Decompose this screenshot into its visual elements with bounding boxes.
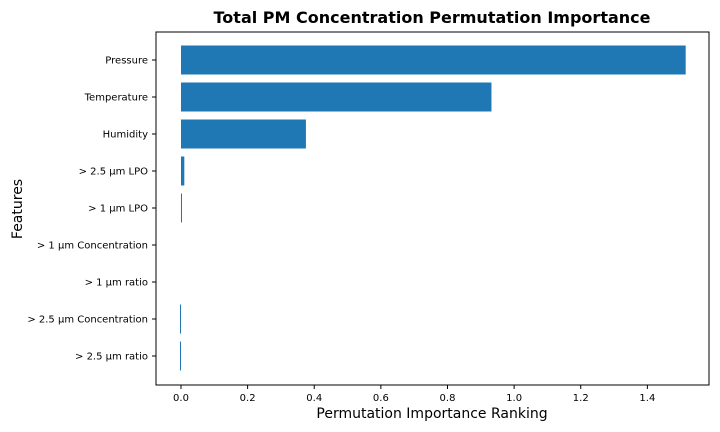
y-tick-label-1: Temperature — [84, 93, 148, 104]
x-tick-label-0: 0.0 — [173, 393, 189, 404]
bar-7 — [179, 304, 181, 334]
y-tick-label-0: Pressure — [105, 56, 148, 67]
bar-8 — [179, 341, 181, 371]
y-axis-label: Features — [10, 179, 26, 239]
bars-group — [179, 45, 686, 371]
bar-3 — [180, 156, 185, 186]
bar-0 — [180, 45, 686, 75]
bar-4 — [180, 193, 182, 223]
y-ticks-group: Pressure Temperature Humidity > 2.5 µm LPO >… — [27, 56, 156, 363]
x-tick-label-4: 0.8 — [440, 393, 456, 404]
x-tick-label-7: 1.4 — [639, 393, 655, 404]
y-tick-label-2: Humidity — [103, 130, 148, 141]
y-tick-label-5: > 1 µm Concentration — [37, 241, 148, 252]
x-ticks-group: 0.0 0.2 0.4 0.6 0.8 1.0 1.2 1.4 — [173, 385, 655, 404]
bar-1 — [180, 82, 492, 112]
x-tick-label-2: 0.4 — [306, 393, 322, 404]
y-tick-label-3: > 2.5 µm LPO — [79, 167, 149, 178]
x-tick-label-6: 1.2 — [573, 393, 589, 404]
bar-2 — [180, 119, 306, 149]
plot-area-frame — [155, 31, 710, 386]
x-axis-label: Permutation Importance Ranking — [316, 406, 547, 422]
y-tick-label-6: > 1 µm ratio — [85, 278, 148, 289]
x-tick-label-1: 0.2 — [240, 393, 256, 404]
y-tick-label-4: > 1 µm LPO — [88, 204, 148, 215]
y-tick-label-8: > 2.5 µm ratio — [75, 352, 148, 363]
x-tick-label-3: 0.6 — [373, 393, 389, 404]
chart-title: Total PM Concentration Permutation Impor… — [214, 8, 651, 27]
y-tick-label-7: > 2.5 µm Concentration — [27, 315, 148, 326]
x-tick-label-5: 1.0 — [506, 393, 522, 404]
